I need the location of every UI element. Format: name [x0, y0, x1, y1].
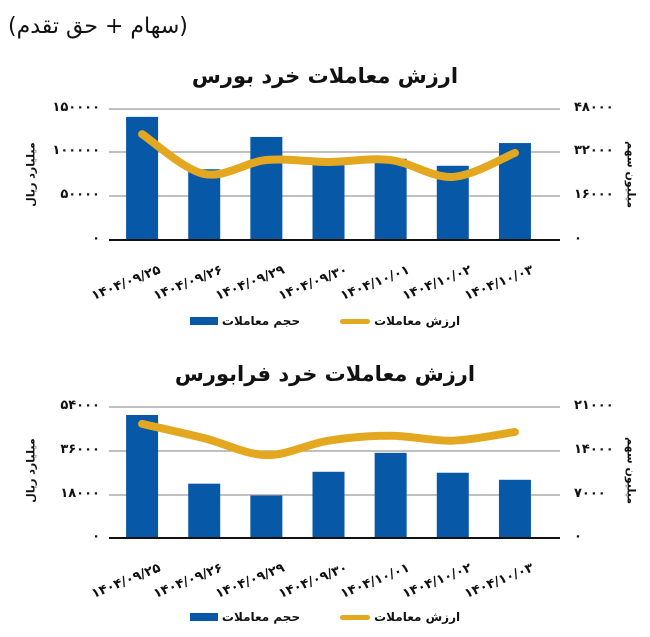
y2-tick-label: ۲۱۰۰۰ [574, 398, 614, 413]
y-tick-label: ۱۰۰۰۰۰ [52, 143, 100, 158]
y-tick-label: ۰ [92, 529, 100, 544]
y2-tick-label: ۱۴۰۰۰ [574, 442, 614, 457]
y-tick-label: ۵۰۰۰۰ [60, 187, 100, 202]
y-tick-label: ۱۸۰۰۰ [60, 486, 100, 501]
bar-swatch-icon [189, 613, 218, 621]
legend-label: حجم معاملات [221, 610, 301, 624]
chart-title: ارزش معاملات خرد فرابورس [174, 362, 476, 386]
page-title: (سهام + حق تقدم) [8, 14, 188, 39]
bar [498, 479, 531, 538]
bar [126, 415, 159, 538]
y-tick-label: ۱۵۰۰۰۰ [52, 100, 100, 115]
chart-title: ارزش معاملات خرد بورس [191, 64, 459, 88]
legend-item-volume: حجم معاملات [189, 610, 301, 624]
value-line [138, 419, 519, 460]
legend: ارزش معاملات حجم معاملات [0, 610, 650, 624]
bar [188, 483, 221, 538]
y2-tick-label: ۰ [574, 529, 582, 544]
bar [374, 158, 407, 240]
line-swatch-icon [340, 318, 371, 324]
legend-label: حجم معاملات [221, 314, 301, 328]
y2-tick-label: ۱۶۰۰۰ [574, 187, 614, 202]
bar [250, 136, 283, 240]
legend-item-value: ارزش معاملات [340, 314, 460, 328]
y-tick-label: ۵۴۰۰۰ [60, 398, 100, 413]
value-line [138, 130, 519, 181]
bar [312, 164, 345, 240]
bar [312, 471, 345, 538]
bar-swatch-icon [189, 317, 218, 325]
y2-tick-label: ۰ [574, 231, 582, 246]
bar [436, 472, 469, 538]
bar [374, 452, 407, 538]
bar [250, 495, 283, 538]
legend: ارزش معاملات حجم معاملات [0, 314, 650, 328]
bar [188, 169, 221, 240]
y2-tick-label: ۴۸۰۰۰ [574, 100, 614, 115]
y-tick-label: ۰ [92, 231, 100, 246]
y-tick-label: ۳۶۰۰۰ [60, 442, 100, 457]
y2-tick-label: ۳۲۰۰۰ [574, 143, 614, 158]
line-swatch-icon [340, 614, 371, 620]
legend-label: ارزش معاملات [374, 610, 461, 624]
y2-tick-label: ۷۰۰۰ [574, 486, 606, 501]
legend-item-volume: حجم معاملات [189, 314, 301, 328]
legend-label: ارزش معاملات [374, 314, 461, 328]
legend-item-value: ارزش معاملات [340, 610, 460, 624]
